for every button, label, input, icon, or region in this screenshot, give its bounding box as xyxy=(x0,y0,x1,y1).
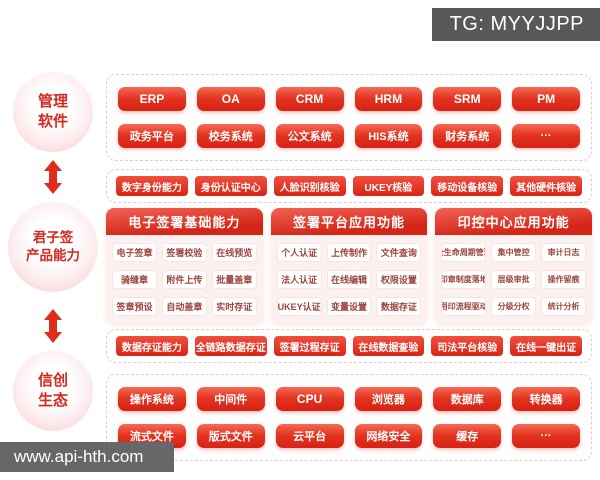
chip-cache: 缓存 xyxy=(433,424,502,448)
chip-more: ··· xyxy=(512,124,580,148)
card-signing-platform: 签署平台应用功能 个人认证 上传制作 文件查询 法人认证 在线编辑 权限设置 U… xyxy=(270,208,428,324)
capability-cell: 上传制作 xyxy=(326,243,372,262)
capability-cell: 权限设置 xyxy=(376,270,422,289)
card-title: 签署平台应用功能 xyxy=(270,208,428,235)
capability-cell: 集中管控 xyxy=(491,243,537,262)
chip-signing-process-evidence: 签署过程存证 xyxy=(273,336,346,356)
capability-cell: 审计日志 xyxy=(541,243,587,262)
circle-label-line: 软件 xyxy=(37,113,68,130)
chip-online-data-check: 在线数据查验 xyxy=(352,336,425,356)
xinchuang-ecosystem-box: 操作系统 中间件 CPU 浏览器 数据库 转换器 流式文件 版式文件 云平台 网… xyxy=(106,374,592,461)
capability-cell: 文件查询 xyxy=(376,243,422,262)
chip-judicial-platform-verification: 司法平台核验 xyxy=(431,336,504,356)
card-body: 个人认证 上传制作 文件查询 法人认证 在线编辑 权限设置 UKEY认证 变量设… xyxy=(270,235,428,324)
capability-cell: 印章制度落地 xyxy=(441,270,487,289)
card-body: 全生命周期管理 集中管控 审计日志 印章制度落地 层级审批 操作留痕 用印流程驱… xyxy=(435,235,593,324)
capability-cell: 用印流程驱动 xyxy=(441,297,487,316)
capability-cell: 操作留痕 xyxy=(541,270,587,289)
chip-identity-auth-center: 身份认证中心 xyxy=(194,176,267,196)
card-esign-basic: 电子签署基础能力 电子签章 签署校验 在线预览 骑缝章 附件上传 批量盖章 签章… xyxy=(106,208,263,324)
chip-mobile-device-verification: 移动设备核验 xyxy=(431,176,504,196)
chip-layout-file: 版式文件 xyxy=(196,424,265,448)
capability-cell: 个人认证 xyxy=(276,243,322,262)
capability-cell: 法人认证 xyxy=(276,270,322,289)
management-software-box: ERP OA CRM HRM SRM PM 政务平台 校务系统 公文系统 HIS… xyxy=(106,74,592,161)
chip-ukey-verification: UKEY核验 xyxy=(352,176,425,196)
card-body: 电子签章 签署校验 在线预览 骑缝章 附件上传 批量盖章 签章预设 自动盖章 实… xyxy=(106,235,263,324)
capability-cell: 电子签章 xyxy=(112,243,157,262)
circle-label-line: 生态 xyxy=(37,392,68,409)
main-diagram: ERP OA CRM HRM SRM PM 政务平台 校务系统 公文系统 HIS… xyxy=(106,74,593,461)
chip-more: ··· xyxy=(512,424,580,448)
capability-cell: 变量设置 xyxy=(326,297,372,316)
chip-erp: ERP xyxy=(118,87,186,111)
watermark-site-bar: www.api-hth.com xyxy=(0,442,174,472)
chip-middleware: 中间件 xyxy=(196,387,265,411)
chip-digital-identity: 数字身份能力 xyxy=(116,176,188,196)
circle-label-line: 信创 xyxy=(37,371,68,389)
circle-product-capability: 君子签 产品能力 xyxy=(8,202,98,292)
chip-other-hardware-verification: 其他硬件核验 xyxy=(510,176,582,196)
capability-cell: 自动盖章 xyxy=(161,297,207,316)
chip-school-system: 校务系统 xyxy=(196,124,265,148)
capability-cell: UKEY认证 xyxy=(276,297,322,316)
circle-management-software: 管理 软件 xyxy=(13,72,93,152)
identity-capability-box: 数字身份能力 身份认证中心 人脸识别核验 UKEY核验 移动设备核验 其他硬件核… xyxy=(106,169,592,203)
capability-cell: 数据存证 xyxy=(376,297,422,316)
capability-cell: 全生命周期管理 xyxy=(441,243,487,262)
capability-cell: 签章预设 xyxy=(112,297,157,316)
chip-database: 数据库 xyxy=(433,387,502,411)
circle-xinchuang-ecosystem: 信创 生态 xyxy=(13,351,93,431)
chip-network-security: 网络安全 xyxy=(354,424,423,448)
left-rail: 管理 软件 君子签 产品能力 信创 生态 xyxy=(6,72,100,431)
chip-browser: 浏览器 xyxy=(354,387,423,411)
chip-pm: PM xyxy=(512,87,580,111)
card-title: 印控中心应用功能 xyxy=(435,208,593,235)
chip-hrm: HRM xyxy=(354,87,423,111)
card-title: 电子签署基础能力 xyxy=(106,208,263,235)
chip-one-click-certificate: 在线一键出证 xyxy=(510,336,582,356)
capability-cell: 实时存证 xyxy=(211,297,257,316)
bidirectional-arrow-icon xyxy=(44,160,62,194)
chip-cloud-platform: 云平台 xyxy=(275,424,344,448)
bidirectional-arrow-icon xyxy=(44,309,62,343)
capability-cell: 统计分析 xyxy=(541,297,587,316)
card-seal-control-center: 印控中心应用功能 全生命周期管理 集中管控 审计日志 印章制度落地 层级审批 操… xyxy=(435,208,593,324)
capability-cell: 分级分权 xyxy=(491,297,537,316)
capability-cards: 电子签署基础能力 电子签章 签署校验 在线预览 骑缝章 附件上传 批量盖章 签章… xyxy=(106,208,593,324)
chip-crm: CRM xyxy=(275,87,344,111)
tg-badge: TG: MYYJJPP xyxy=(431,8,600,41)
chip-srm: SRM xyxy=(433,87,502,111)
chip-oa: OA xyxy=(196,87,265,111)
capability-cell: 骑缝章 xyxy=(112,270,157,289)
circle-label-line: 君子签 xyxy=(32,229,74,245)
capability-cell: 签署校验 xyxy=(161,243,207,262)
capability-cell: 在线编辑 xyxy=(326,270,372,289)
chip-face-verification: 人脸识别核验 xyxy=(273,176,346,196)
circle-label-line: 管理 xyxy=(37,92,68,110)
chip-operating-system: 操作系统 xyxy=(118,387,186,411)
circle-label-line: 产品能力 xyxy=(26,248,80,263)
chip-finance-system: 财务系统 xyxy=(433,124,502,148)
chip-his-system: HIS系统 xyxy=(354,124,423,148)
data-evidence-box: 数据存证能力 全链路数据存证 签署过程存证 在线数据查验 司法平台核验 在线一键… xyxy=(106,329,592,363)
chip-converter: 转换器 xyxy=(512,387,580,411)
capability-cell: 层级审批 xyxy=(491,270,537,289)
chip-gov-platform: 政务平台 xyxy=(118,124,186,148)
chip-fullchain-data-evidence: 全链路数据存证 xyxy=(194,336,267,356)
chip-data-evidence-capability: 数据存证能力 xyxy=(116,336,188,356)
chip-cpu: CPU xyxy=(275,387,344,411)
capability-cell: 附件上传 xyxy=(161,270,207,289)
chip-document-system: 公文系统 xyxy=(275,124,344,148)
capability-cell: 在线预览 xyxy=(211,243,257,262)
capability-cell: 批量盖章 xyxy=(211,270,257,289)
